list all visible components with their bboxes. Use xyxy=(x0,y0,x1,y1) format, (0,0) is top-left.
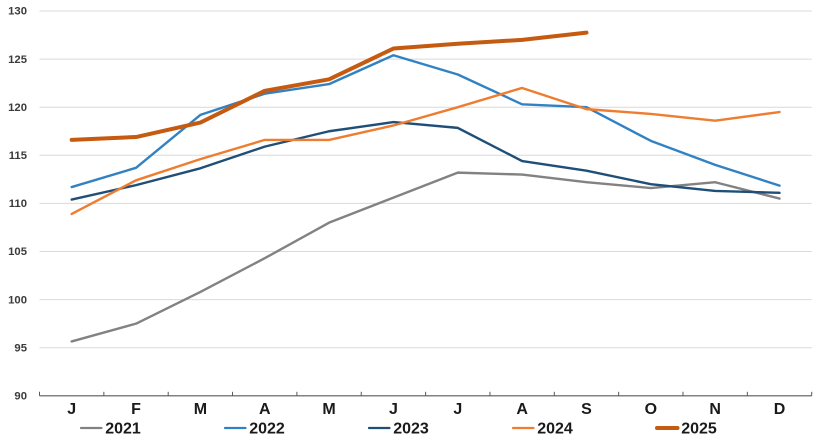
svg-text:A: A xyxy=(259,401,271,418)
svg-text:105: 105 xyxy=(8,246,27,258)
svg-text:110: 110 xyxy=(9,198,27,210)
svg-text:130: 130 xyxy=(8,6,27,18)
svg-text:2023: 2023 xyxy=(393,420,429,437)
svg-text:2022: 2022 xyxy=(249,420,285,437)
svg-text:J: J xyxy=(389,401,398,418)
svg-text:O: O xyxy=(645,401,657,418)
svg-text:125: 125 xyxy=(8,54,27,66)
svg-text:M: M xyxy=(322,401,335,418)
svg-text:A: A xyxy=(516,401,528,418)
svg-text:90: 90 xyxy=(14,391,27,403)
svg-text:F: F xyxy=(131,401,141,418)
svg-text:2024: 2024 xyxy=(537,420,573,437)
svg-text:M: M xyxy=(194,401,207,418)
svg-text:S: S xyxy=(581,401,592,418)
svg-text:J: J xyxy=(453,401,462,418)
svg-text:95: 95 xyxy=(14,342,27,354)
svg-text:D: D xyxy=(774,401,786,418)
svg-text:N: N xyxy=(709,401,721,418)
svg-text:100: 100 xyxy=(8,294,27,306)
svg-text:J: J xyxy=(67,401,76,418)
svg-text:120: 120 xyxy=(8,102,27,114)
svg-text:115: 115 xyxy=(9,150,27,162)
svg-text:2025: 2025 xyxy=(681,420,717,437)
svg-text:2021: 2021 xyxy=(105,420,141,437)
